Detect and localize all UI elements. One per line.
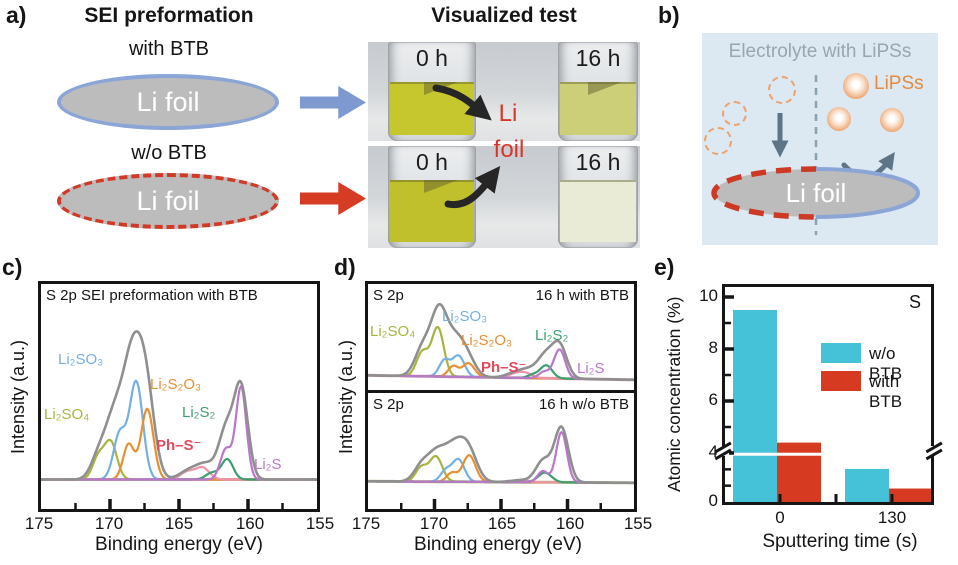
axis-break-right-icon xyxy=(925,441,943,460)
x-tick: 165 xyxy=(487,514,517,533)
xps-d-bottom-plot: S 2p 16 h w/o BTB xyxy=(365,393,637,512)
x-tick: 160 xyxy=(235,514,265,533)
y-tick: 0 xyxy=(708,491,718,510)
dissolved-lips-circle-icon xyxy=(768,76,796,104)
with-btb-label: with BTB xyxy=(128,38,210,60)
ph-s-label: Ph–S⁻ xyxy=(481,359,527,376)
core-level-label: S 2p xyxy=(373,287,404,304)
lips-particle-icon xyxy=(843,73,869,99)
legend-swatch-wo-btb xyxy=(821,343,861,363)
y-tick: 8 xyxy=(708,338,718,357)
vial-time-label: 0 h xyxy=(416,45,448,71)
li2so3-label: Li₂SO₃ xyxy=(58,351,104,368)
x-tick: 155 xyxy=(623,514,653,533)
electrolyte-title: Electrolyte with LiPSs xyxy=(728,41,912,62)
bar-chart-ylabel: Atomic concentration (%) xyxy=(664,296,684,492)
bar-chart xyxy=(725,295,931,502)
li-foil-wedge xyxy=(424,81,458,95)
y-tick: 10 xyxy=(699,286,718,305)
x-tick: 175 xyxy=(351,514,381,533)
x-tick: 175 xyxy=(24,514,54,533)
li-foil-text: Li foil xyxy=(785,178,847,208)
x-tick: 155 xyxy=(305,514,335,533)
vial-time-label: 0 h xyxy=(416,149,448,175)
li2s2o3-label: Li₂S₂O₃ xyxy=(461,332,513,349)
li-foil-ellipse-with-btb: Li foil xyxy=(57,74,279,130)
electrolyte-schematic-box: Electrolyte with LiPSs LiPSs Li foil xyxy=(702,33,938,245)
li-foil-text: Li foil xyxy=(136,185,200,216)
blue-right-arrow-icon xyxy=(300,86,366,119)
bar-chart-plot: S w/o BTB with BTB xyxy=(722,284,934,505)
li-foil-ellipse-wo-btb: Li foil xyxy=(57,173,279,229)
xps-d-top-chart xyxy=(368,302,634,382)
xps-d-xlabel: Binding energy (eV) xyxy=(414,534,582,555)
li2s2o3-label: Li₂S₂O₃ xyxy=(150,376,202,393)
foil-right-solid-border xyxy=(815,167,920,219)
x-tick: 0 xyxy=(775,508,785,527)
li-annotation: Li xyxy=(498,100,518,127)
core-level-label: S 2p xyxy=(373,396,404,413)
wo-btb-label: w/o BTB xyxy=(131,142,207,164)
xps-c-title: S 2p SEI preformation with BTB xyxy=(46,287,258,304)
li2s2-label: Li₂S₂ xyxy=(535,327,569,344)
lips-particle-icon xyxy=(827,107,851,131)
red-right-arrow-icon xyxy=(300,182,366,215)
legend-label-wo-btb: w/o BTB xyxy=(869,344,903,383)
xps-d-bottom-chart xyxy=(368,425,634,509)
y-tick: 4 xyxy=(708,442,718,461)
dissolved-lips-circle-icon xyxy=(704,127,732,155)
xps-d-ylabel: Intensity (a.u.) xyxy=(336,339,356,454)
vial-wo-btb-16h: 16 h xyxy=(558,146,638,248)
condition-label: 16 h with BTB xyxy=(535,287,629,304)
xps-c-plot: S 2p SEI preformation with BTB xyxy=(38,281,320,512)
xps-c-chart xyxy=(41,330,317,509)
li-foil-ellipse-half xyxy=(714,169,918,217)
li2so3-label: Li₂SO₃ xyxy=(442,308,488,325)
vial-time-label: 16 h xyxy=(575,149,621,175)
panel-c-label: c) xyxy=(2,254,23,280)
lips-particle-icon xyxy=(880,108,904,132)
vial-wo-btb-0h: 0 h xyxy=(388,146,476,248)
element-corner-label: S xyxy=(908,292,921,312)
bar-chart-xlabel: Sputtering time (s) xyxy=(762,531,918,552)
li2so4-label: Li₂SO₄ xyxy=(44,406,90,423)
y-tick: 6 xyxy=(708,390,718,409)
xps-d-top-plot: S 2p 16 h with BTB xyxy=(365,281,637,393)
li2s-label: Li₂S xyxy=(254,456,282,473)
x-tick: 160 xyxy=(555,514,585,533)
panel-d-label: d) xyxy=(334,254,356,280)
panel-b-label: b) xyxy=(658,2,680,28)
legend-label-with-btb: with BTB xyxy=(869,372,903,411)
vial-with-btb-0h: 0 h xyxy=(388,42,476,141)
xps-c-xlabel: Binding energy (eV) xyxy=(95,534,263,555)
sei-preformation-title: SEI preformation xyxy=(84,4,254,27)
lipss-label: LiPSs xyxy=(874,73,924,94)
x-tick: 130 xyxy=(877,508,907,527)
foil-annotation: foil xyxy=(493,136,525,163)
xps-c-ylabel: Intensity (a.u.) xyxy=(8,339,28,454)
legend-swatch-with-btb xyxy=(821,371,861,391)
electrolyte-liquid xyxy=(560,179,636,242)
x-tick: 170 xyxy=(419,514,449,533)
li2s2-label: Li₂S₂ xyxy=(182,404,216,421)
vial-with-btb-16h: 16 h xyxy=(558,42,638,141)
dissolved-lips-circle-icon xyxy=(722,101,747,126)
li-foil-text: Li foil xyxy=(136,86,200,117)
ph-s-label: Ph–S⁻ xyxy=(156,437,202,454)
foil-left-dashed-border xyxy=(711,166,817,220)
visualized-test-title: Visualized test xyxy=(431,4,577,27)
li-foil-wedge xyxy=(588,81,622,95)
li2so4-label: Li₂SO₄ xyxy=(370,323,416,340)
x-tick: 165 xyxy=(164,514,194,533)
x-tick: 170 xyxy=(94,514,124,533)
li2s-label: Li₂S xyxy=(577,360,605,377)
panel-e-label: e) xyxy=(654,254,675,280)
panel-a-label: a) xyxy=(6,2,27,28)
vial-time-label: 16 h xyxy=(575,45,621,71)
schematic-vectors xyxy=(711,75,920,235)
li-foil-wedge xyxy=(424,179,458,193)
axis-break-left-icon xyxy=(714,441,732,460)
condition-label: 16 h w/o BTB xyxy=(538,396,629,413)
